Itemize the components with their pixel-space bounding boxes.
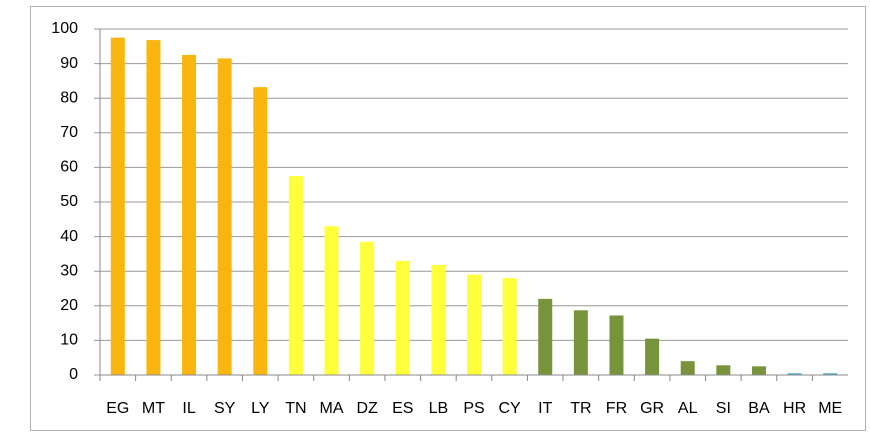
- x-tick-label: LY: [251, 400, 270, 417]
- x-tick-label: PS: [463, 400, 484, 417]
- bar: [538, 298, 553, 375]
- y-tick-label: 70: [60, 124, 78, 141]
- y-tick-label: 90: [60, 55, 78, 72]
- x-tick-label: SY: [214, 400, 236, 417]
- y-tick-label: 0: [69, 366, 78, 383]
- x-tick-label: ME: [818, 400, 842, 417]
- y-tick-label: 40: [60, 228, 78, 245]
- y-tick-label: 80: [60, 89, 78, 106]
- bar: [253, 87, 268, 376]
- x-tick-label: FR: [606, 400, 627, 417]
- bar: [823, 373, 838, 375]
- bar: [431, 264, 446, 375]
- y-tick-label: 30: [60, 262, 78, 279]
- bar: [680, 361, 695, 375]
- x-tick-label: TN: [285, 400, 306, 417]
- bar: [324, 226, 339, 375]
- bar: [609, 315, 624, 375]
- bar: [288, 176, 303, 375]
- bar: [645, 338, 660, 375]
- x-tick-label: EG: [106, 400, 129, 417]
- bar: [787, 373, 802, 375]
- x-tick-label: MT: [142, 400, 165, 417]
- x-tick-label: ES: [392, 400, 413, 417]
- y-tick-label: 60: [60, 159, 78, 176]
- y-tick-label: 100: [51, 20, 78, 37]
- x-tick-label: CY: [499, 400, 522, 417]
- x-tick-label: AL: [678, 400, 698, 417]
- x-tick-label: GR: [640, 400, 664, 417]
- x-tick-label: IL: [182, 400, 195, 417]
- chart-frame: [30, 6, 866, 431]
- bar: [146, 40, 161, 376]
- x-tick-label: MA: [320, 400, 344, 417]
- bar: [395, 260, 410, 375]
- x-tick-label: HR: [783, 400, 806, 417]
- bar: [217, 58, 232, 375]
- bar: [182, 54, 197, 375]
- bar: [360, 241, 375, 375]
- bar: [467, 274, 481, 375]
- x-tick-label: BA: [748, 400, 770, 417]
- x-tick-label: DZ: [356, 400, 378, 417]
- bar: [751, 366, 766, 375]
- x-tick-label: IT: [538, 400, 552, 417]
- x-tick-label: TR: [570, 400, 591, 417]
- bar: [716, 365, 731, 375]
- y-tick-label: 10: [60, 332, 78, 349]
- y-tick-label: 20: [60, 297, 78, 314]
- x-tick-label: LB: [429, 400, 449, 417]
- bar: [502, 278, 517, 375]
- x-tick-label: SI: [716, 400, 731, 417]
- bar: [110, 37, 125, 376]
- y-tick-label: 50: [60, 193, 78, 210]
- bar: [573, 310, 588, 375]
